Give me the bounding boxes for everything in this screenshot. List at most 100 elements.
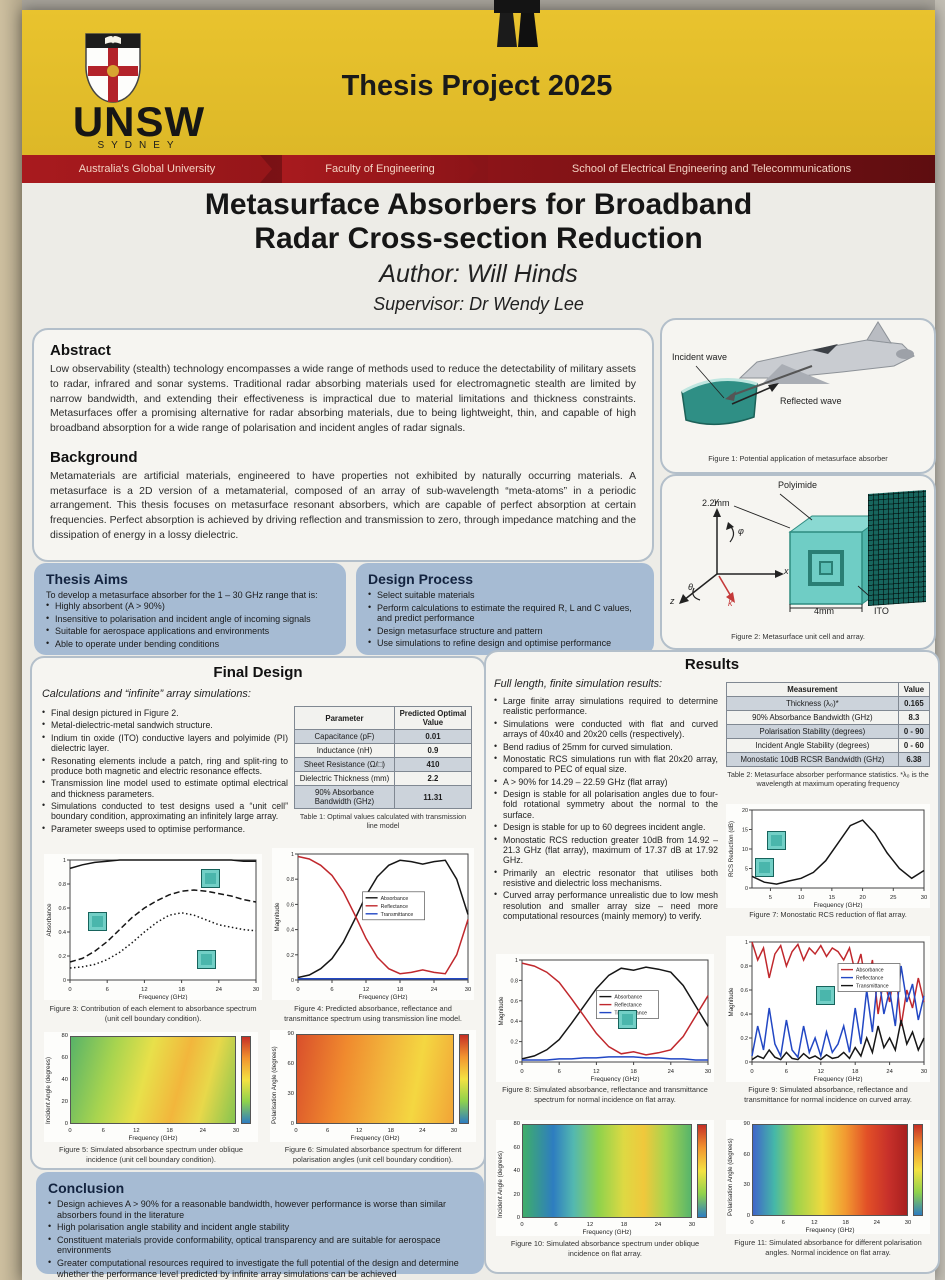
svg-text:0.8: 0.8 [511, 978, 519, 984]
figure8-caption: Figure 8: Simulated absorbance, reflecta… [502, 1085, 708, 1104]
svg-text:Absorbance: Absorbance [856, 968, 884, 974]
figure9-caption: Figure 9: Simulated absorbance, reflecta… [744, 1085, 912, 1104]
svg-text:Frequency (GHz): Frequency (GHz) [590, 1076, 639, 1082]
svg-text:0.2: 0.2 [287, 953, 295, 959]
svg-text:Magnitude: Magnitude [498, 996, 505, 1025]
supervisor-line: Supervisor: Dr Wendy Lee [373, 294, 584, 314]
svg-text:Reflectance: Reflectance [614, 1003, 642, 1009]
svg-text:6: 6 [330, 987, 333, 993]
thesis-aims-intro: To develop a metasurface absorber for th… [46, 590, 318, 600]
conclusion-box: Conclusion Design achieves A > 90% for a… [36, 1172, 484, 1279]
colorbar [459, 1034, 469, 1124]
svg-text:0.4: 0.4 [741, 1012, 749, 1018]
svg-text:0.6: 0.6 [287, 902, 295, 908]
svg-text:0.4: 0.4 [287, 928, 295, 934]
svg-text:24: 24 [216, 987, 223, 993]
svg-text:18: 18 [397, 987, 403, 993]
bullet-item: Final design pictured in Figure 2. [42, 707, 288, 718]
table-row: Sheet Resistance (Ω/□) 410 [294, 757, 473, 772]
abstract-heading: Abstract [50, 342, 111, 359]
figure1-caption: Figure 1: Potential application of metas… [708, 454, 888, 464]
bullet-item: Primarily an electric resonator that uti… [494, 867, 718, 889]
table-cell: Capacitance (pF) [294, 729, 395, 744]
design-process-box: Design Process Select suitable materials… [356, 563, 654, 655]
svg-text:Reflectance: Reflectance [381, 904, 409, 910]
colorbar [697, 1124, 707, 1218]
table-cell: 2.2 [393, 771, 473, 786]
svg-text:12: 12 [593, 1069, 599, 1075]
table-cell: 0 - 60 [897, 738, 931, 753]
table-cell: Monostatic 10dB RCSR Bandwidth (GHz) [726, 752, 899, 767]
table1: Parameter Predicted Optimal Value Capacita… [294, 706, 473, 809]
svg-text:18: 18 [630, 1069, 636, 1075]
figure11-heatmap: 0 6 12 18 24 30 0 30 60 90 Frequency (GHz) Polarisa… [726, 1120, 930, 1234]
svg-text:0: 0 [745, 886, 748, 892]
reflected-wave-label: Reflected wave [780, 396, 842, 406]
svg-text:0.8: 0.8 [287, 877, 295, 883]
table-cell: 90% Absorbance Bandwidth (GHz) [294, 785, 395, 809]
svg-text:0.6: 0.6 [59, 906, 67, 912]
svg-text:24: 24 [886, 1069, 893, 1075]
svg-text:0: 0 [291, 978, 294, 984]
figure10-caption: Figure 10: Simulated absorbance spectrum… [510, 1239, 700, 1258]
svg-text:0: 0 [68, 987, 71, 993]
table-cell: Thickness (λ₀)* [726, 696, 899, 711]
bullet-item: Design metasurface structure and pattern [368, 625, 642, 637]
university-banner: Australia's Global University Faculty of… [22, 155, 935, 183]
axis-z-label: z [670, 596, 675, 606]
svg-text:15: 15 [742, 828, 748, 834]
colorbar [241, 1036, 251, 1124]
axis-x-label: x [784, 566, 789, 576]
figure7-chart: 5 10 15 20 25 30 0 5 10 15 20 Frequency (GHz) RCS Re… [726, 804, 930, 909]
svg-text:0: 0 [520, 1069, 523, 1075]
bullet-item: Monostatic RCS reduction greater 10dB fr… [494, 833, 718, 866]
bullet-item: Able to operate under bending conditions [46, 638, 334, 650]
svg-text:25: 25 [890, 895, 896, 901]
svg-text:30: 30 [705, 1069, 711, 1075]
svg-text:6: 6 [785, 1069, 788, 1075]
bullet-item: Highly absorbent (A > 90%) [46, 600, 334, 612]
jet-illustration [681, 321, 915, 426]
svg-text:0.8: 0.8 [741, 964, 749, 970]
wall-background-left [0, 0, 22, 1280]
svg-text:24: 24 [668, 1069, 675, 1075]
bullet-item: Suitable for aerospace applications and … [46, 625, 334, 637]
binder-clip [494, 0, 540, 47]
unsw-wordmark: UNSW [72, 98, 206, 145]
author-line: Author: Will Hinds [379, 260, 578, 288]
figure3-caption: Figure 3: Contribution of each element t… [49, 1004, 257, 1023]
table-row: 90% Absorbance Bandwidth (GHz) 11.31 [294, 785, 473, 809]
table-cell: Polarisation Stability (degrees) [726, 724, 899, 739]
svg-text:Magnitude: Magnitude [728, 987, 735, 1016]
banner-segment-faculty: Faculty of Engineering [282, 155, 478, 183]
figure9-chart: 0 6 12 18 24 30 0 0.2 0.4 0.6 0.8 1 Frequency (GHz) M… [726, 936, 930, 1083]
bullet-item: Metal-dielectric-metal sandwich structur… [42, 719, 288, 730]
svg-text:6: 6 [558, 1069, 561, 1075]
incident-wave-label: Incident wave [672, 352, 728, 362]
heatmap-surface [296, 1034, 454, 1124]
figure2-box: Polyimide 2.2mm 4mm ITO y x z φ θ k Figu… [660, 474, 936, 650]
table2: Measurement Value Thickness (λ₀)* 0.165 90% … [726, 682, 931, 767]
table-row: Inductance (nH) 0.9 [294, 743, 473, 758]
table-cell: Incident Angle Stability (degrees) [726, 738, 899, 753]
table-header-cell: Parameter [294, 706, 395, 730]
svg-text:5: 5 [745, 867, 748, 873]
svg-text:20: 20 [859, 895, 865, 901]
figure4-caption: Figure 4: Predicted absorbance, reflecta… [284, 1004, 462, 1023]
svg-text:1: 1 [745, 940, 748, 946]
svg-text:Frequency (GHz): Frequency (GHz) [358, 994, 407, 1000]
results-intro: Full length, finite simulation results: [494, 678, 663, 690]
table-row: 90% Absorbance Bandwidth (GHz) 8.3 [726, 710, 931, 725]
table-row: Monostatic 10dB RCSR Bandwidth (GHz) 6.38 [726, 752, 931, 767]
abstract-background-box: Abstract Low observability (stealth) tec… [32, 328, 654, 562]
svg-text:30: 30 [921, 1069, 927, 1075]
figure4-chart: 0 6 12 18 24 30 0 0.2 0.4 0.6 0.8 1 Frequency (GHz) M… [272, 848, 474, 1001]
unit-cell-inset [618, 1010, 638, 1030]
final-design-list: Final design pictured in Figure 2.Metal-… [42, 707, 288, 836]
banner-segment-school: School of Electrical Engineering and Tel… [488, 155, 935, 183]
bullet-item: Bend radius of 25mm for curved simulatio… [494, 740, 718, 752]
conclusion-list: Design achieves A > 90% for a reasonable… [48, 1198, 472, 1279]
table2-wrap: Measurement Value Thickness (λ₀)* 0.165 90% … [726, 682, 931, 789]
colorbar [913, 1124, 923, 1216]
final-design-intro: Calculations and “infinite” array simula… [42, 688, 251, 700]
